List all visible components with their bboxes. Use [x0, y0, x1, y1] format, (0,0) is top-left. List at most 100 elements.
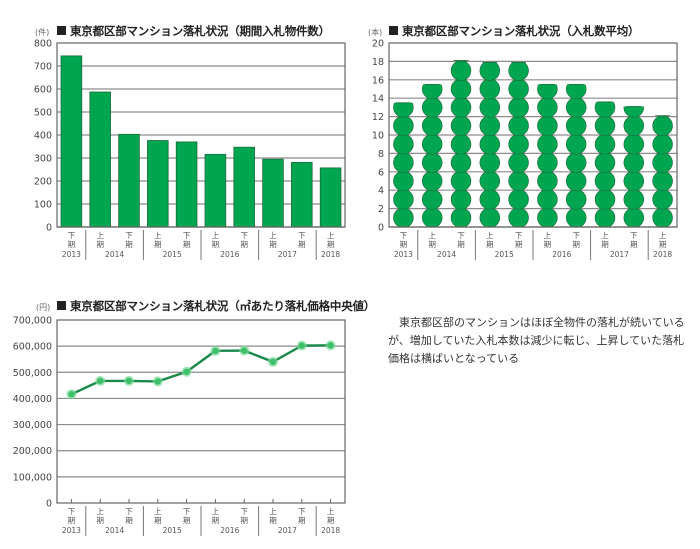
circle-stack — [479, 62, 501, 227]
x-year-label: 2014 — [105, 250, 124, 259]
x-year-label: 2018 — [653, 250, 672, 259]
svg-text:期: 期 — [125, 516, 133, 525]
y-tick-label: 20 — [372, 39, 384, 50]
svg-text:期: 期 — [269, 240, 277, 249]
svg-text:期: 期 — [96, 240, 104, 249]
y-tick-label: 300 — [34, 154, 52, 165]
x-tick-label: 下期 — [240, 507, 248, 525]
x-tick-label: 下期 — [400, 231, 408, 249]
square-bullet-icon — [57, 26, 66, 35]
svg-text:期: 期 — [298, 516, 306, 525]
x-year-label: 2017 — [610, 250, 629, 259]
circle-stack — [421, 84, 443, 228]
x-year-label: 2015 — [495, 250, 514, 259]
x-tick-label: 上期 — [327, 231, 335, 249]
y-tick-label: 400,000 — [13, 394, 52, 405]
svg-text:上: 上 — [327, 231, 335, 240]
y-tick-label: 4 — [378, 186, 384, 197]
x-year-label: 2016 — [552, 250, 571, 259]
svg-text:上: 上 — [212, 507, 220, 516]
x-tick-label: 上期 — [212, 231, 220, 249]
y-tick-label: 300,000 — [13, 420, 52, 431]
y-tick-label: 700,000 — [13, 316, 52, 327]
x-tick-label: 下期 — [125, 231, 133, 249]
svg-text:上: 上 — [96, 231, 104, 240]
circle-stack — [537, 84, 558, 228]
y-tick-label: 2 — [378, 204, 384, 215]
x-year-label: 2017 — [278, 250, 297, 259]
x-year-label: 2017 — [278, 526, 297, 535]
data-point-marker — [97, 377, 104, 385]
data-point-marker — [241, 347, 248, 354]
svg-text:期: 期 — [572, 240, 580, 249]
y-tick-label: 400 — [34, 131, 52, 142]
y-tick-label: 500,000 — [13, 368, 52, 379]
x-tick-label: 下期 — [630, 231, 638, 249]
svg-text:期: 期 — [240, 516, 248, 525]
svg-text:下: 下 — [68, 507, 76, 516]
svg-text:期: 期 — [630, 240, 638, 249]
y-tick-label: 500 — [34, 108, 52, 119]
y-tick-label: 700 — [34, 62, 52, 73]
data-point-marker — [269, 358, 277, 366]
svg-text:上: 上 — [601, 231, 609, 240]
y-unit-label: (本) — [368, 28, 383, 37]
svg-text:下: 下 — [68, 231, 76, 240]
y-tick-label: 12 — [372, 112, 384, 123]
y-unit-label: (円) — [36, 303, 51, 312]
svg-text:期: 期 — [96, 516, 104, 525]
y-tick-label: 100,000 — [13, 472, 52, 483]
x-year-label: 2016 — [220, 526, 239, 535]
svg-text:期: 期 — [601, 240, 609, 249]
x-year-label: 2016 — [220, 250, 239, 259]
data-point-marker — [68, 391, 75, 398]
x-year-label: 2014 — [437, 250, 456, 259]
x-tick-label: 上期 — [428, 231, 436, 249]
svg-text:期: 期 — [327, 516, 335, 525]
svg-text:期: 期 — [457, 240, 465, 249]
data-point-marker — [125, 377, 133, 385]
square-bullet-icon — [57, 301, 66, 310]
svg-text:下: 下 — [125, 507, 133, 516]
y-tick-label: 0 — [46, 499, 52, 510]
y-tick-label: 800 — [34, 39, 52, 50]
square-bullet-icon — [389, 26, 398, 35]
x-tick-label: 下期 — [572, 231, 580, 249]
svg-text:期: 期 — [298, 240, 306, 249]
x-tick-label: 上期 — [269, 231, 277, 249]
circle-stack — [594, 101, 616, 227]
x-tick-label: 上期 — [96, 507, 104, 525]
svg-text:上: 上 — [428, 231, 436, 240]
svg-text:上: 上 — [212, 231, 220, 240]
pictograph-chart-plot: 02468101214161820下期上期下期上期下期上期下期上期下期上期201… — [372, 39, 678, 260]
x-tick-label: 下期 — [240, 231, 248, 249]
x-tick-label: 上期 — [544, 231, 552, 249]
svg-text:下: 下 — [298, 507, 306, 516]
x-year-label: 2013 — [62, 250, 81, 259]
y-tick-label: 600,000 — [13, 342, 52, 353]
y-tick-label: 200 — [34, 177, 52, 188]
svg-text:期: 期 — [428, 240, 436, 249]
svg-text:上: 上 — [327, 507, 335, 516]
svg-text:期: 期 — [659, 240, 667, 249]
x-tick-label: 下期 — [183, 231, 191, 249]
svg-text:上: 上 — [154, 231, 162, 240]
circle-stack — [565, 84, 587, 228]
circle-stack — [508, 62, 529, 227]
data-point-marker — [327, 342, 334, 349]
svg-text:下: 下 — [240, 507, 248, 516]
svg-text:上: 上 — [486, 231, 494, 240]
svg-text:期: 期 — [183, 516, 191, 525]
svg-text:下: 下 — [400, 231, 408, 240]
line-chart-plot: 0 100,000 200,000 300,000 400,000 500,000 600,… — [13, 316, 346, 536]
x-year-label: 2014 — [105, 526, 124, 535]
x-year-label: 2015 — [163, 526, 182, 535]
y-tick-label: 10 — [372, 131, 384, 142]
price-line — [70, 344, 331, 396]
svg-text:期: 期 — [515, 240, 523, 249]
svg-text:上: 上 — [659, 231, 667, 240]
x-tick-label: 下期 — [183, 507, 191, 525]
chart-median-price: (円) 東京都区部マンション落札状況（㎡あたり落札価格中央値） 0 100,000… — [13, 299, 375, 536]
y-tick-label: 200,000 — [13, 446, 52, 457]
svg-text:期: 期 — [486, 240, 494, 249]
